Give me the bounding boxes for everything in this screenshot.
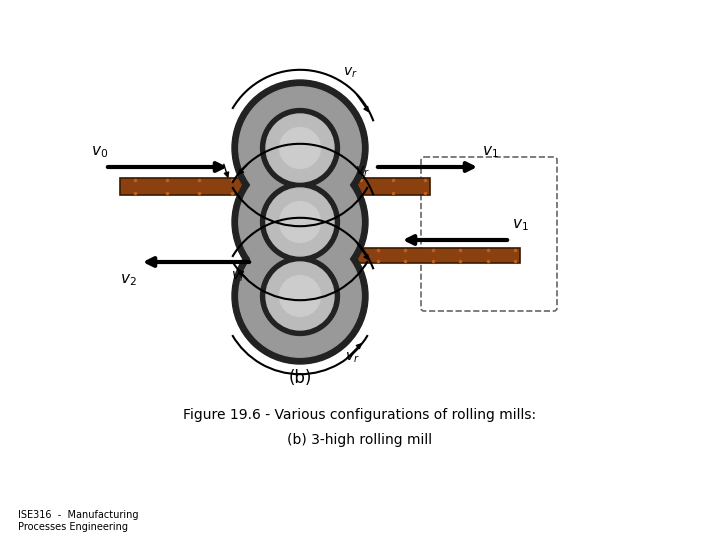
Circle shape [266,262,334,330]
Circle shape [239,161,361,283]
Circle shape [266,114,334,182]
Circle shape [279,201,320,242]
Text: $v_2$: $v_2$ [120,272,136,288]
Text: (b) 3‑high rolling mill: (b) 3‑high rolling mill [287,433,433,447]
Text: Figure 19.6 ‑ Various configurations of rolling mills:: Figure 19.6 ‑ Various configurations of … [184,408,536,422]
Polygon shape [290,248,520,263]
Circle shape [261,183,339,261]
Text: $v_1$: $v_1$ [482,144,498,160]
Circle shape [232,80,368,216]
Text: (b): (b) [288,369,312,387]
Text: $v_r$: $v_r$ [343,66,357,80]
Text: $v_r$: $v_r$ [345,351,359,365]
Circle shape [232,228,368,364]
Text: $v_1$: $v_1$ [512,217,528,233]
Text: ISE316  -  Manufacturing
Processes Engineering: ISE316 - Manufacturing Processes Enginee… [18,510,138,531]
Circle shape [232,154,368,290]
Circle shape [279,127,320,168]
Text: $v_0$: $v_0$ [91,144,109,160]
Polygon shape [120,178,430,195]
Circle shape [279,275,320,316]
Text: $v_r$: $v_r$ [230,270,246,284]
Circle shape [261,256,339,335]
Circle shape [261,109,339,187]
Circle shape [239,235,361,357]
Text: $v_r$: $v_r$ [355,165,369,179]
Circle shape [266,188,334,256]
Circle shape [239,87,361,209]
